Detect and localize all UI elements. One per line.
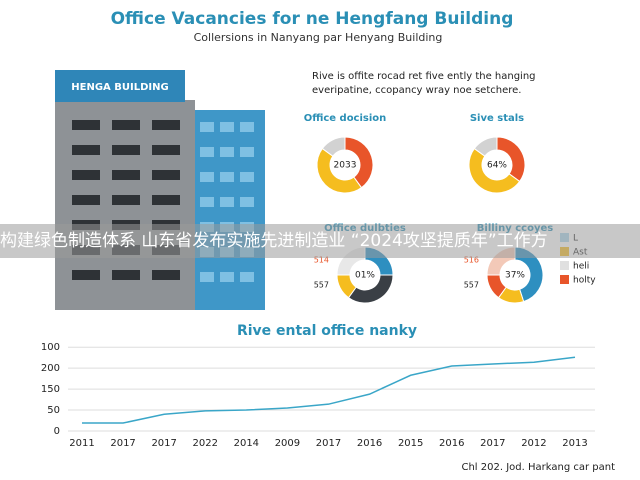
banner-text: 构建绿色制造体系 山东省发布实施先进制造业 “2024攻坚提质年”工作方 bbox=[0, 231, 548, 251]
window bbox=[200, 147, 214, 157]
donut-segment bbox=[321, 136, 346, 157]
legend-label: heli bbox=[573, 262, 589, 272]
intro-line: Rive is offite rocad ret five ently the … bbox=[312, 71, 536, 82]
window bbox=[152, 270, 180, 280]
y-tick-label: 100 bbox=[41, 342, 60, 353]
x-tick-label: 2014 bbox=[234, 438, 259, 449]
x-tick-label: 2012 bbox=[521, 438, 546, 449]
y-tick-label: 50 bbox=[47, 405, 60, 416]
donut-center: 2033 bbox=[334, 161, 357, 171]
x-tick-label: 2017 bbox=[316, 438, 341, 449]
y-tick-label: 200 bbox=[41, 363, 60, 374]
window bbox=[112, 195, 140, 205]
banner-band bbox=[0, 224, 640, 258]
window bbox=[220, 147, 234, 157]
window bbox=[72, 195, 100, 205]
window bbox=[240, 147, 254, 157]
window bbox=[112, 170, 140, 180]
window bbox=[240, 197, 254, 207]
window bbox=[152, 195, 180, 205]
window bbox=[72, 120, 100, 130]
window bbox=[240, 172, 254, 182]
donut-title: Sive stals bbox=[470, 113, 524, 124]
window bbox=[152, 120, 180, 130]
window bbox=[200, 272, 214, 282]
data-line bbox=[82, 356, 576, 424]
chart-title: Rive ental office nanky bbox=[237, 323, 417, 339]
window bbox=[220, 122, 234, 132]
footer: Chl 202. Jod. Harkang car pant bbox=[461, 462, 615, 473]
donut-title: Office docision bbox=[304, 113, 387, 124]
legend-swatch bbox=[560, 261, 569, 270]
x-tick-label: 2011 bbox=[69, 438, 94, 449]
line-chart: 0 50 150 200 100 2011 2017 2017 2022 2014 2009 2017… bbox=[41, 342, 595, 449]
window bbox=[72, 145, 100, 155]
window bbox=[152, 145, 180, 155]
x-tick-label: 2013 bbox=[562, 438, 587, 449]
donut-center: 64% bbox=[487, 161, 507, 171]
window bbox=[220, 197, 234, 207]
window bbox=[240, 272, 254, 282]
window bbox=[220, 172, 234, 182]
donut-center: 01% bbox=[355, 271, 375, 281]
donut-center: 37% bbox=[505, 271, 525, 281]
intro-line: everipatine, ccopancy wray noe setchere. bbox=[312, 85, 521, 96]
x-tick-label: 2017 bbox=[151, 438, 176, 449]
x-tick-label: 2016 bbox=[357, 438, 382, 449]
donut-side-label: 557 bbox=[464, 281, 479, 290]
x-tick-label: 2015 bbox=[398, 438, 423, 449]
x-tick-label: 2016 bbox=[439, 438, 464, 449]
x-tick-label: 2009 bbox=[275, 438, 300, 449]
window bbox=[112, 145, 140, 155]
donut-side-label: 514 bbox=[314, 256, 329, 265]
building-sign: HENGA BUILDING bbox=[71, 82, 168, 93]
window bbox=[200, 197, 214, 207]
legend-label: holty bbox=[573, 276, 596, 286]
donut-segment bbox=[473, 136, 498, 157]
window bbox=[112, 270, 140, 280]
x-tick-label: 2022 bbox=[193, 438, 218, 449]
window bbox=[220, 272, 234, 282]
legend-swatch bbox=[560, 275, 569, 284]
window bbox=[72, 270, 100, 280]
y-tick-label: 150 bbox=[41, 384, 60, 395]
y-tick-label: 0 bbox=[54, 426, 60, 437]
title: Office Vacancies for ne Hengfang Buildin… bbox=[111, 9, 514, 29]
window bbox=[72, 170, 100, 180]
donut-side-label: 516 bbox=[464, 256, 479, 265]
window bbox=[112, 120, 140, 130]
window bbox=[240, 122, 254, 132]
window bbox=[152, 170, 180, 180]
window bbox=[200, 122, 214, 132]
x-tick-label: 2017 bbox=[480, 438, 505, 449]
donut-side-label: 557 bbox=[314, 281, 329, 290]
x-tick-label: 2017 bbox=[110, 438, 135, 449]
subtitle: Collersions in Nanyang par Henyang Build… bbox=[194, 31, 443, 44]
window bbox=[200, 172, 214, 182]
donut-segment bbox=[468, 147, 521, 194]
building-sign-board bbox=[55, 70, 185, 102]
